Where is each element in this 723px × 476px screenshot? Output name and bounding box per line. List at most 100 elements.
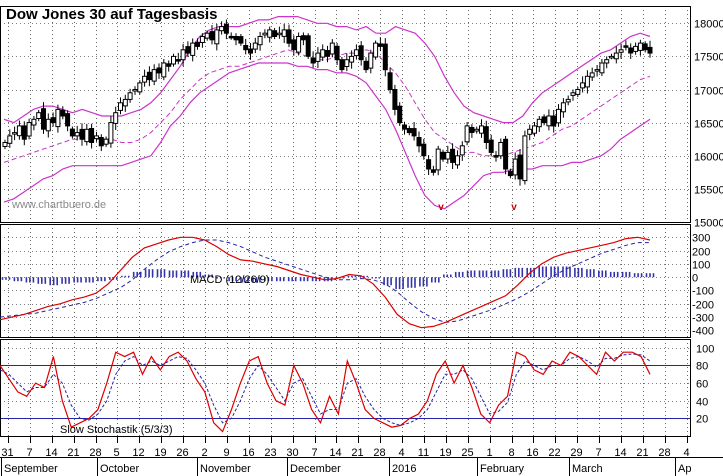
candle-body — [291, 39, 297, 51]
candle-body — [252, 42, 258, 50]
candle-body — [474, 128, 480, 132]
candle-body — [349, 55, 355, 63]
x-tick-label: 21 — [636, 447, 648, 459]
price-y-tick-label: 15500 — [694, 185, 723, 197]
stochastic-panel-frame — [0, 339, 691, 437]
x-tick-label: 21 — [351, 447, 363, 459]
month-label: September — [4, 463, 58, 475]
candle-body — [103, 138, 109, 145]
candle-body — [368, 52, 374, 69]
macd-y-tick-label: -200 — [692, 300, 714, 312]
candle-body — [618, 49, 624, 53]
candle-body — [2, 142, 8, 147]
candle-body — [344, 59, 350, 68]
candle-body — [532, 125, 537, 134]
candle-body — [26, 122, 32, 137]
candle-body — [190, 42, 196, 56]
watermark: www.chartbuero.de — [11, 199, 106, 211]
macd-y-tick-label: 100 — [692, 260, 710, 272]
candle-body — [60, 109, 66, 117]
candle-body — [373, 42, 379, 58]
x-tick-label: 30 — [286, 447, 298, 459]
candle-body — [580, 82, 586, 89]
candle-body — [512, 158, 518, 176]
candle-body — [151, 69, 157, 82]
candle-body — [45, 118, 51, 132]
candle-body — [74, 132, 80, 137]
x-tick-label: 19 — [439, 447, 451, 459]
candle-body — [204, 32, 210, 39]
x-tick-label: 5 — [113, 447, 119, 459]
axis-labels: 31 7 14 21 28 5 12 19 26 2 9 16 23 30 7 14 21 28 4 11 19 25 1 8… — [1, 19, 723, 476]
candle-body — [233, 36, 239, 41]
stochastic-d-line — [0, 353, 651, 426]
candle-body — [363, 60, 369, 71]
x-tick-label: 11 — [418, 447, 429, 459]
candle-body — [546, 115, 552, 127]
candle-body — [16, 125, 22, 137]
candle-body — [243, 45, 249, 51]
candle-body — [223, 23, 229, 34]
candle-body — [503, 138, 509, 170]
x-tick-label: 23 — [264, 447, 276, 459]
candle-body — [94, 135, 99, 140]
candle-body — [108, 122, 114, 144]
price-y-tick-label: 18000 — [694, 19, 723, 31]
macd-y-tick-label: 0 — [692, 273, 698, 285]
macd-panel-frame — [0, 224, 691, 338]
x-tick-label: 28 — [658, 447, 670, 459]
price-y-tick-label: 15000 — [694, 218, 723, 230]
x-tick-label: 4 — [683, 447, 689, 459]
candle-body — [257, 36, 263, 46]
candle-body — [613, 52, 619, 60]
x-tick-label: 4 — [398, 447, 404, 459]
candle-body — [469, 127, 475, 133]
month-label: March — [572, 463, 603, 475]
candle-body — [483, 126, 489, 143]
x-tick-label: 25 — [461, 447, 473, 459]
candle-body — [560, 102, 566, 113]
x-tick-label: 29 — [570, 447, 582, 459]
candle-body — [575, 89, 581, 95]
candle-body — [377, 43, 383, 47]
candle-body — [171, 55, 176, 65]
candle-body — [315, 52, 321, 62]
candle-body — [142, 75, 148, 83]
candle-body — [435, 148, 441, 171]
candle-body — [584, 75, 590, 88]
candle-body — [637, 42, 643, 51]
candle-body — [161, 62, 167, 78]
candle-body — [594, 69, 600, 72]
bollinger-upper — [3, 16, 651, 124]
candle-body — [305, 35, 311, 57]
macd-line — [0, 236, 651, 329]
candle-body — [633, 45, 639, 52]
price-y-tick-label: 16000 — [694, 152, 723, 164]
candle-body — [267, 29, 273, 38]
x-tick-label: 19 — [154, 447, 166, 459]
candle-body — [84, 128, 90, 143]
candle-body — [79, 128, 85, 140]
candle-body — [195, 41, 200, 47]
candle-body — [565, 98, 571, 103]
price-panel-frame — [0, 6, 691, 223]
candle-body — [459, 145, 465, 156]
candle-body — [89, 128, 95, 143]
candle-body — [209, 31, 215, 41]
candle-body — [166, 63, 172, 67]
candle-body — [353, 49, 359, 57]
x-tick-label: 14 — [45, 447, 57, 459]
candle-body — [647, 46, 653, 54]
candle-body — [310, 57, 316, 64]
x-tick-label: 16 — [242, 447, 254, 459]
candle-body — [296, 36, 302, 53]
x-tick-label: 7 — [26, 447, 32, 459]
candle-body — [180, 49, 186, 61]
candle-body — [527, 128, 533, 135]
candle-body — [382, 43, 388, 71]
candle-body — [228, 35, 234, 39]
candle-body — [339, 59, 345, 71]
macd-y-tick-label: -100 — [692, 286, 714, 298]
